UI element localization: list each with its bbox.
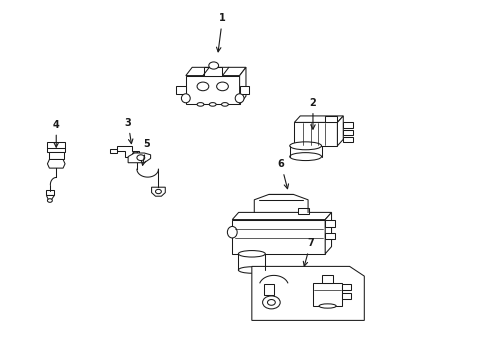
Ellipse shape: [197, 103, 203, 106]
Circle shape: [47, 199, 52, 202]
Polygon shape: [325, 220, 334, 227]
Ellipse shape: [238, 251, 264, 257]
Ellipse shape: [238, 267, 264, 273]
Polygon shape: [264, 284, 273, 295]
Polygon shape: [239, 86, 249, 94]
Ellipse shape: [319, 304, 336, 308]
Ellipse shape: [289, 153, 321, 161]
Bar: [312, 283, 342, 306]
Ellipse shape: [221, 103, 228, 106]
Polygon shape: [251, 266, 364, 320]
Circle shape: [267, 300, 275, 305]
Circle shape: [132, 152, 138, 156]
Polygon shape: [325, 233, 334, 239]
Ellipse shape: [227, 226, 237, 238]
Circle shape: [197, 82, 208, 91]
Bar: [325, 116, 337, 122]
Bar: [49, 152, 63, 159]
Polygon shape: [46, 195, 54, 200]
Ellipse shape: [289, 142, 321, 150]
Ellipse shape: [181, 94, 190, 103]
Bar: [342, 293, 350, 299]
Polygon shape: [343, 122, 352, 128]
Polygon shape: [343, 130, 352, 135]
Polygon shape: [128, 153, 150, 163]
Circle shape: [262, 296, 280, 309]
Polygon shape: [176, 86, 185, 94]
Polygon shape: [185, 67, 245, 76]
Text: 1: 1: [216, 13, 225, 52]
Circle shape: [216, 82, 228, 91]
Polygon shape: [343, 137, 352, 142]
Polygon shape: [294, 122, 337, 146]
Bar: [321, 275, 333, 283]
Circle shape: [137, 155, 144, 161]
Polygon shape: [232, 220, 325, 254]
Polygon shape: [337, 116, 343, 146]
Polygon shape: [110, 149, 117, 153]
Polygon shape: [151, 187, 165, 196]
Polygon shape: [185, 76, 239, 104]
Bar: [298, 208, 308, 214]
Polygon shape: [239, 67, 245, 104]
Bar: [47, 142, 65, 152]
Polygon shape: [325, 212, 331, 254]
Polygon shape: [117, 146, 139, 157]
Text: 7: 7: [303, 238, 313, 266]
Bar: [342, 284, 350, 290]
Text: 5: 5: [141, 139, 150, 165]
Text: 4: 4: [53, 120, 60, 147]
Circle shape: [155, 189, 161, 194]
Circle shape: [208, 62, 218, 69]
Polygon shape: [294, 116, 343, 122]
Text: 2: 2: [309, 98, 316, 129]
Polygon shape: [47, 159, 65, 168]
Polygon shape: [203, 67, 221, 76]
Text: 6: 6: [277, 159, 288, 189]
Text: 3: 3: [124, 118, 133, 144]
Bar: [46, 190, 54, 195]
Polygon shape: [232, 212, 331, 220]
Ellipse shape: [209, 103, 216, 106]
Ellipse shape: [235, 94, 244, 103]
